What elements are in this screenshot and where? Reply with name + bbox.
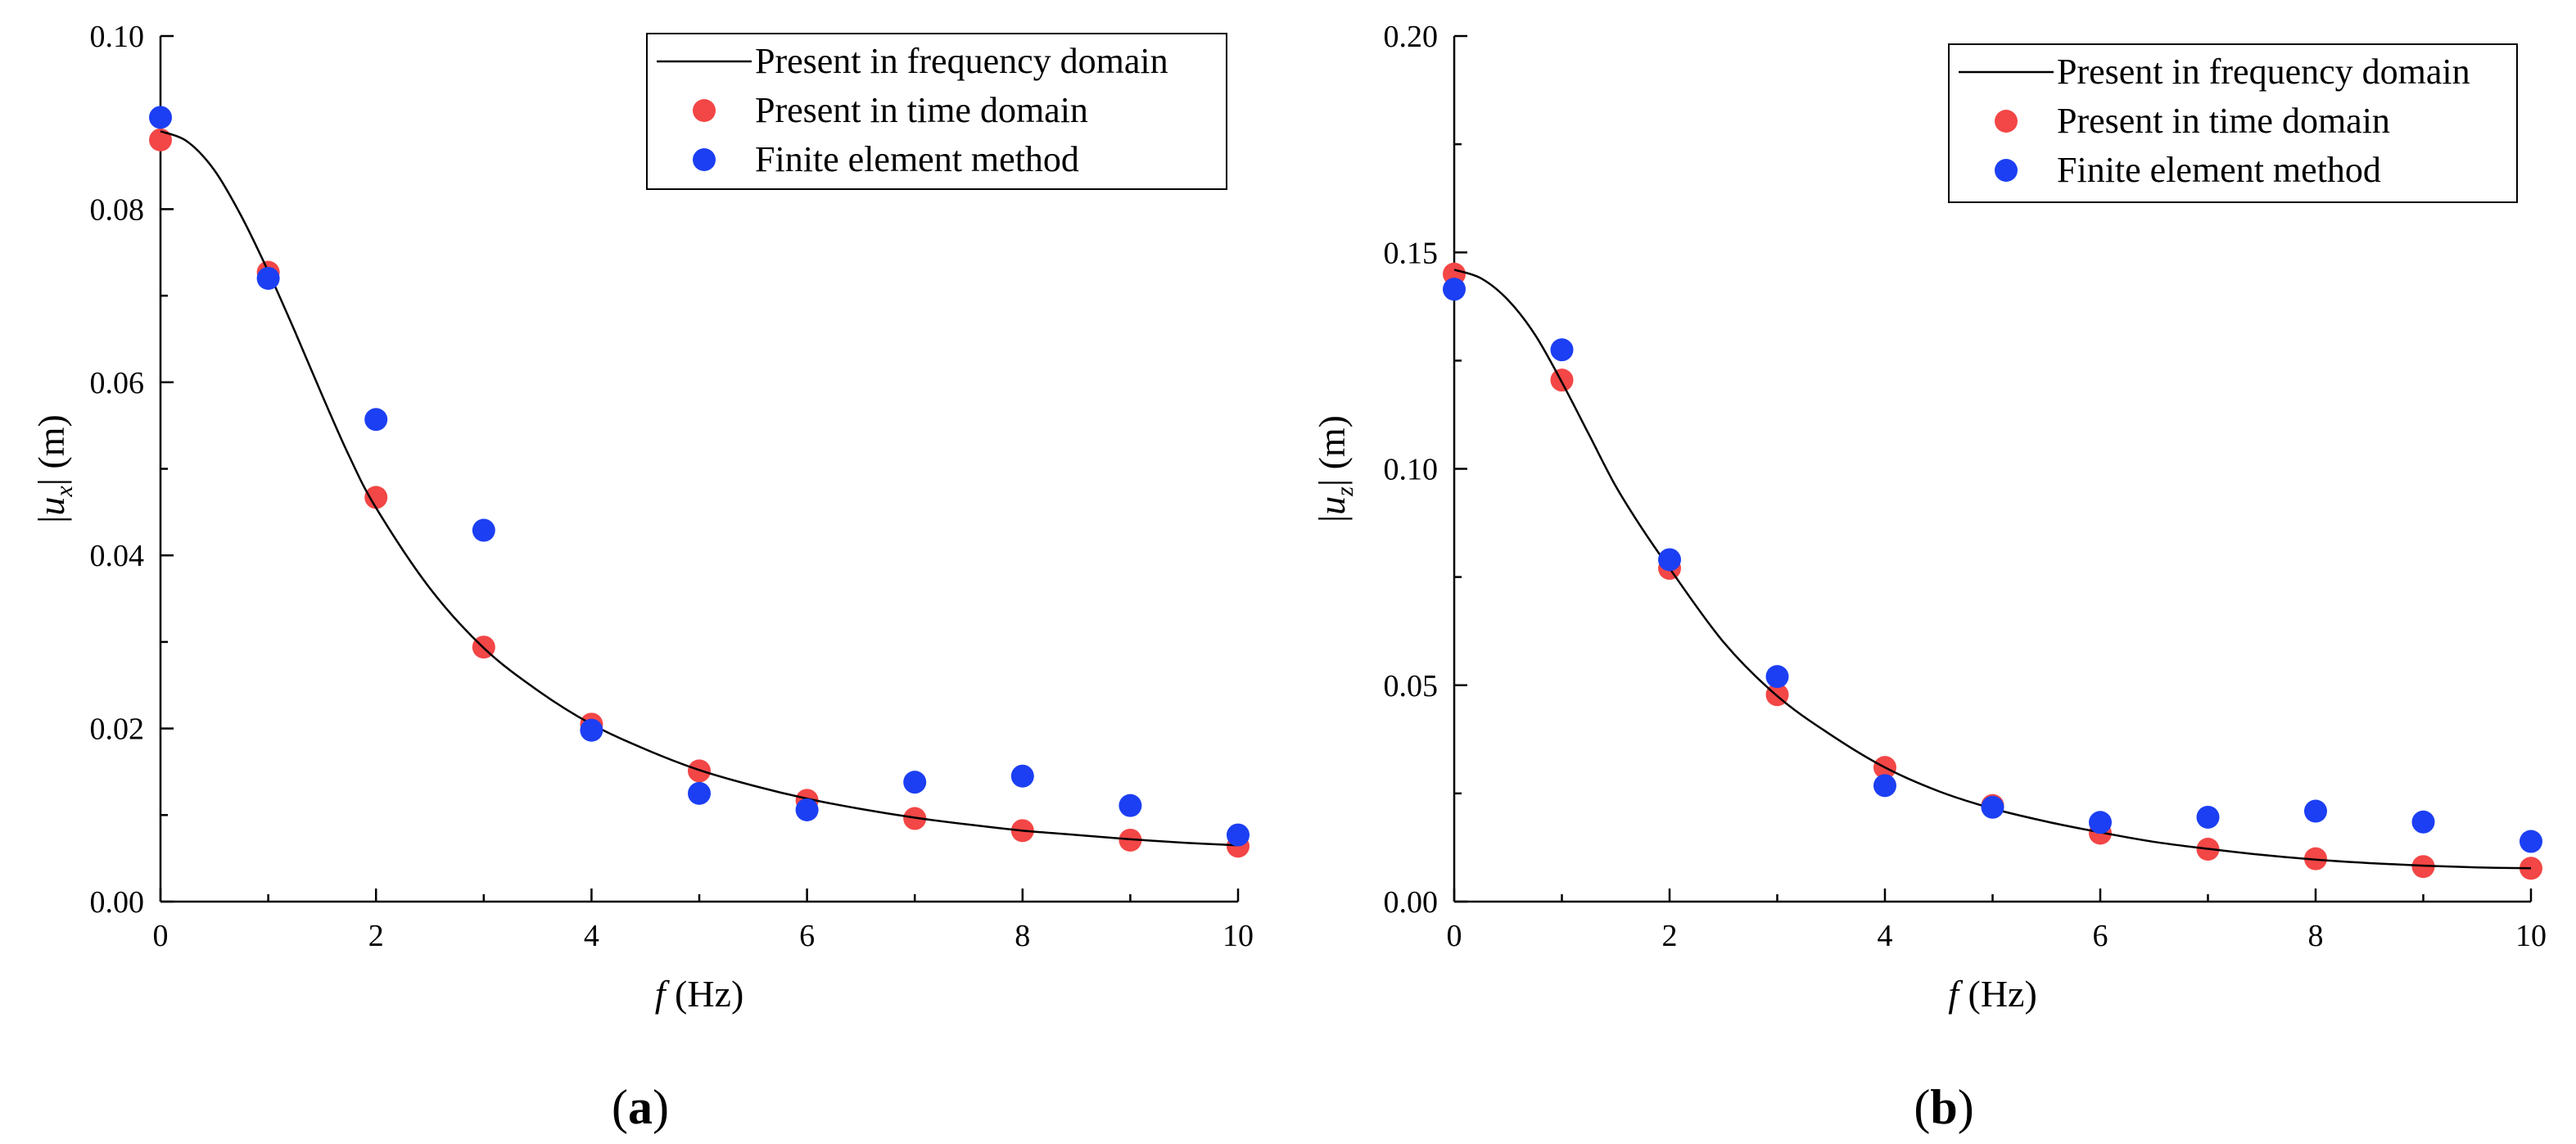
panel-b-frequency-domain-line <box>1453 269 2532 870</box>
panel-b-fem-point <box>2520 830 2542 853</box>
panel-b-fem-point <box>2196 805 2220 829</box>
panel-a-time-domain-point <box>149 128 172 151</box>
panel-b-fem-point <box>2304 799 2327 823</box>
panel-b-fem-point <box>1873 774 1896 798</box>
panel-a-x-axis-title-unit: (Hz) <box>666 973 744 1015</box>
panel-a-time-domain-point <box>364 486 388 509</box>
panel-b-legend-box <box>1948 43 2518 203</box>
panel-b-fem-point <box>1658 548 1681 572</box>
panel-b-y-tick-label: 0.20 <box>1384 20 1439 54</box>
panel-b-fem-point <box>2411 810 2435 834</box>
panel-b-fem-point <box>1550 338 1574 362</box>
panel-a-y-tick-label: 0.04 <box>90 539 145 573</box>
panel-b-fem-point <box>1981 795 2004 819</box>
panel-a-y-tick-label: 0.06 <box>90 366 145 400</box>
panel-b-y-axis-title-bar: | <box>1311 515 1353 522</box>
panel-a-caption-close: ) <box>653 1080 669 1134</box>
panel-b-legend-fem-swatch <box>1995 159 2018 182</box>
panel-a-legend-fem-swatch <box>693 148 716 171</box>
panel-a-legend-box <box>646 33 1227 190</box>
panel-b-x-tick-label: 6 <box>2093 919 2108 953</box>
panel-a-fem-point <box>903 771 927 794</box>
panel-a-caption-letter: a <box>628 1080 653 1134</box>
panel-b-caption-close: ) <box>1958 1080 1974 1134</box>
panel-b-x-tick-label: 8 <box>2308 919 2324 953</box>
panel-b-time-domain-point <box>1550 369 1574 392</box>
panel-a-y-tick-label: 0.08 <box>90 192 145 227</box>
panel-a-legend-label: Finite element method <box>755 139 1079 179</box>
panel-a-fem-point <box>472 518 495 542</box>
panel-a-x-axis-title: f (Hz) <box>655 973 744 1015</box>
panel-a-x-tick-label: 6 <box>799 919 815 953</box>
panel-a-fem-point <box>1227 823 1250 847</box>
panel-b-y-tick-label: 0.05 <box>1384 669 1439 703</box>
panel-b-y-axis-title-unit: | (m) <box>1311 415 1353 486</box>
panel-b-legend-label: Present in frequency domain <box>2057 52 2470 92</box>
panel-a-x-tick-label: 4 <box>584 919 599 953</box>
panel-a-legend-time-swatch <box>693 99 716 122</box>
panel-a-fem-point <box>1010 764 1034 788</box>
panel-b-x-tick-label: 2 <box>1662 919 1678 953</box>
panel-b-caption: (b) <box>1914 1080 1973 1134</box>
panel-a-y-axis-title-bar: | <box>30 516 72 523</box>
panel-a-caption: (a) <box>612 1080 669 1134</box>
panel-b-fem-point <box>2089 811 2112 834</box>
panel-a-y-axis-title: |ux| (m) <box>30 414 78 523</box>
panel-b-y-tick-label: 0.15 <box>1384 236 1439 270</box>
panel-a-fem-point <box>688 781 711 805</box>
panel-a-y-axis-title-sub: x <box>51 486 78 498</box>
panel-b-x-tick-label: 4 <box>1878 919 1893 953</box>
panel-a-y-axis-title-var: u <box>30 497 72 516</box>
panel-a-fem-point <box>256 266 280 290</box>
panel-b-x-axis-title-unit: (Hz) <box>1959 973 2037 1015</box>
panel-a-caption-open: ( <box>612 1080 628 1134</box>
panel-b-y-axis-title-var: u <box>1311 496 1353 515</box>
panel-a-fem-point <box>1119 794 1142 817</box>
panel-a-x-tick-label: 2 <box>368 919 384 953</box>
panel-a-legend-label: Present in time domain <box>755 90 1088 130</box>
panel-a-y-tick-label: 0.02 <box>90 712 145 747</box>
panel-a-fem-point <box>580 718 603 742</box>
panel-a-y-tick-label: 0.00 <box>90 885 145 920</box>
panel-b-fem-point <box>1443 278 1466 301</box>
panel-a-x-tick-label: 10 <box>1222 919 1254 953</box>
panel-a-x-tick-label: 8 <box>1015 919 1030 953</box>
panel-b-chart: 0 2 4 6 8 10 0.00 0.05 0.10 0.15 0.20 f (Hz) |uz| (m… <box>1311 20 2547 1134</box>
panel-a-chart: 0 2 4 6 8 10 0.00 0.02 0.04 0.06 0.08 0.10 f (Hz) |ux… <box>30 20 1254 1134</box>
panel-b-legend-label: Present in time domain <box>2057 101 2390 141</box>
panel-b-y-axis-title-sub: z <box>1331 486 1358 497</box>
panel-b-y-tick-label: 0.00 <box>1384 885 1439 920</box>
panel-a-legend: Present in frequency domain Present in ti… <box>646 33 1227 190</box>
panel-b-y-tick-label: 0.10 <box>1384 453 1439 487</box>
panel-b-fem-point <box>1765 665 1789 689</box>
panel-b-caption-letter: b <box>1930 1080 1957 1134</box>
panel-a-x-tick-label: 0 <box>153 919 169 953</box>
panel-b-x-tick-label: 0 <box>1447 919 1462 953</box>
panel-b-y-axis-title: |uz| (m) <box>1311 415 1358 522</box>
panel-a-y-axis-title-unit: | (m) <box>30 414 72 486</box>
panel-b-legend-time-swatch <box>1995 110 2018 133</box>
panel-b-legend: Present in frequency domain Present in ti… <box>1948 43 2518 203</box>
panel-a-fem-point <box>364 408 388 432</box>
panel-a-fem-point <box>795 798 819 821</box>
panel-b-x-tick-label: 10 <box>2515 919 2547 953</box>
panel-a-frequency-domain-line <box>160 130 1239 847</box>
panel-b-x-axis-title: f (Hz) <box>1948 973 2037 1015</box>
panel-a-legend-label: Present in frequency domain <box>755 41 1168 81</box>
panel-a-y-tick-label: 0.10 <box>90 20 145 54</box>
panel-b-legend-label: Finite element method <box>2057 150 2381 190</box>
panel-b-caption-open: ( <box>1914 1080 1930 1134</box>
panel-a-fem-point <box>149 106 172 129</box>
